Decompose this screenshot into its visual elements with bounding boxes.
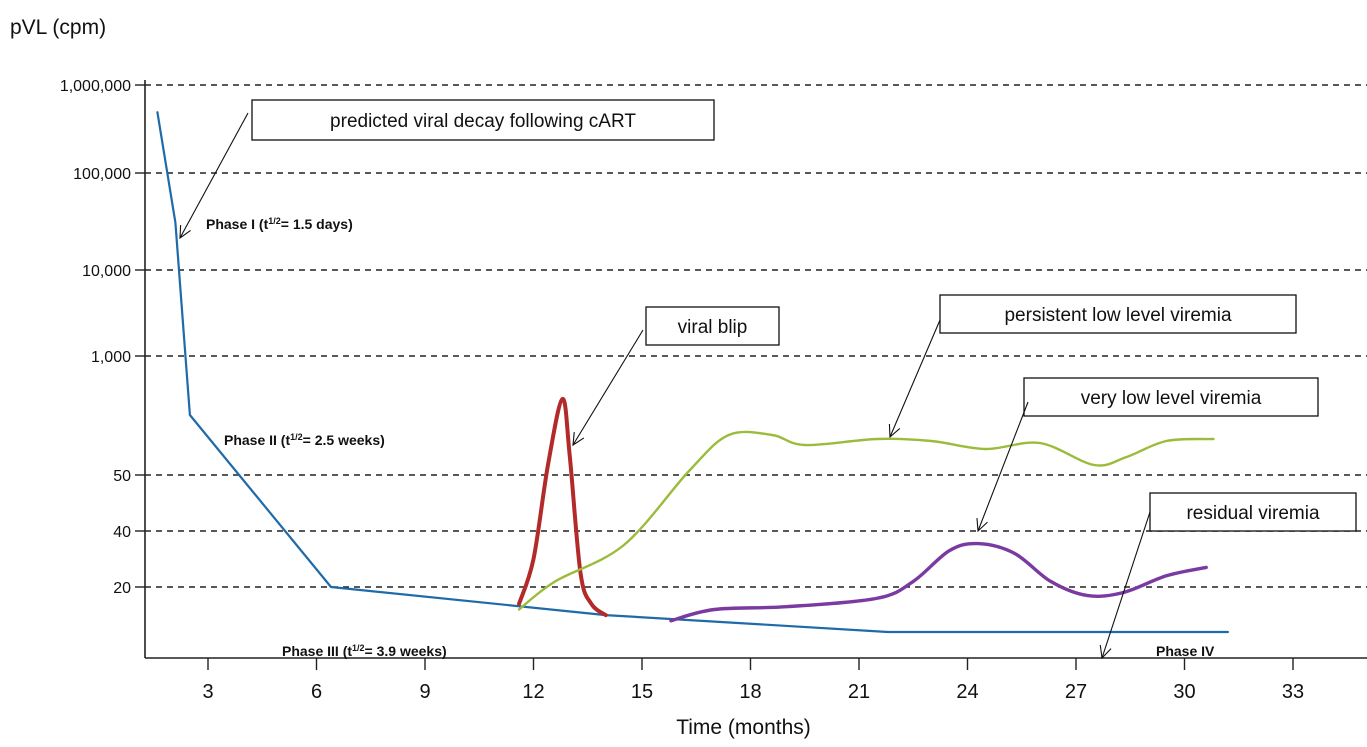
phase-label: Phase IV xyxy=(1156,643,1215,659)
callout-arrow-decay xyxy=(179,112,249,239)
x-tick-label: 12 xyxy=(522,681,544,703)
callout-arrow-residual xyxy=(1101,511,1151,659)
x-tick-label: 24 xyxy=(956,681,978,703)
callout-text-blip: viral blip xyxy=(678,317,748,338)
series-decay xyxy=(156,111,1229,634)
arrowhead-verylow xyxy=(976,517,988,533)
callout-text-decay: predicted viral decay following cART xyxy=(330,111,636,132)
axes xyxy=(144,80,1367,659)
arrowhead-decay xyxy=(179,224,191,240)
y-tick-label: 100,000 xyxy=(73,166,131,183)
x-tick-label: 27 xyxy=(1065,681,1087,703)
callout-box-blip xyxy=(645,306,780,346)
phase-labels: Phase I (t1/2= 1.5 days) Phase II (t1/2= … xyxy=(206,216,1215,659)
y-tick-label: 40 xyxy=(113,524,131,541)
series-very-low xyxy=(669,541,1208,623)
y-tick-label: 1,000 xyxy=(91,349,131,366)
x-tick-labels: 3 6 9 12 15 18 21 24 27 30 33 xyxy=(202,658,1304,703)
y-tick-label: 1,000,000 xyxy=(60,78,131,95)
phase-label: Phase I (t1/2= 1.5 days) xyxy=(206,216,353,232)
phase-label: Phase III (t1/2= 3.9 weeks) xyxy=(282,643,447,659)
x-tick-label: 3 xyxy=(202,681,213,703)
x-tick-label: 33 xyxy=(1282,681,1304,703)
callout-box-persistent xyxy=(939,294,1297,334)
y-axis-label: pVL (cpm) xyxy=(10,16,107,39)
callout-arrow-persistent xyxy=(889,319,941,438)
phase-label: Phase II (t1/2= 2.5 weeks) xyxy=(224,432,385,448)
callouts: predicted viral decay following cART vira… xyxy=(179,99,1357,660)
x-axis-label: Time (months) xyxy=(676,716,811,739)
y-tick-label: 20 xyxy=(113,580,131,597)
series-persistent xyxy=(517,430,1215,611)
y-tick-label: 50 xyxy=(113,468,131,485)
callout-text-residual: residual viremia xyxy=(1186,503,1319,524)
y-tick-label: 10,000 xyxy=(82,263,131,280)
x-tick-label: 15 xyxy=(631,681,653,703)
callout-arrow-blip xyxy=(572,329,644,446)
callout-arrow-verylow xyxy=(977,401,1029,532)
series-lines xyxy=(156,111,1229,634)
x-tick-label: 6 xyxy=(311,681,322,703)
callout-box-verylow xyxy=(1023,377,1319,417)
series-blip xyxy=(517,396,608,618)
callout-text-persistent: persistent low level viremia xyxy=(1004,305,1231,326)
x-tick-label: 18 xyxy=(739,681,761,703)
arrowhead-blip xyxy=(572,432,585,447)
x-tick-label: 21 xyxy=(848,681,870,703)
arrowhead-residual xyxy=(1099,645,1112,660)
callout-text-verylow: very low level viremia xyxy=(1081,388,1262,409)
callout-box-decay xyxy=(251,99,715,141)
x-tick-label: 30 xyxy=(1173,681,1195,703)
y-tick-labels: 1,000,000 100,000 10,000 1,000 50 40 20 xyxy=(60,78,131,597)
x-tick-label: 9 xyxy=(419,681,430,703)
callout-box-residual xyxy=(1149,492,1357,532)
arrowhead-persistent xyxy=(888,423,901,439)
grid-lines xyxy=(135,84,1367,588)
